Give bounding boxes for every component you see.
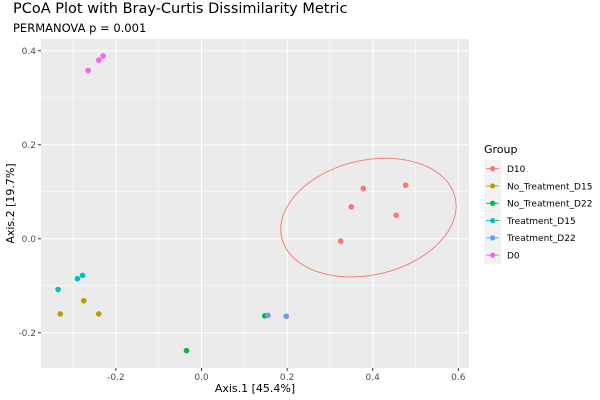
- legend-key-point-no-treatment-d22: [490, 200, 496, 206]
- legend-key-point-treatment-d22: [490, 235, 496, 241]
- data-point-treatment-d22: [265, 312, 271, 319]
- legend-key-point-no-treatment-d15: [490, 183, 496, 189]
- data-point-no-treatment-d15: [95, 311, 102, 317]
- data-point-d10: [348, 203, 355, 210]
- plot-panel: [41, 39, 469, 368]
- legend-label-d10: D10: [507, 165, 526, 175]
- y-tick-label: 0.0: [22, 235, 37, 245]
- y-tick-label: 0.4: [22, 47, 37, 57]
- data-point-treatment-d15: [74, 275, 81, 282]
- data-point-d10: [393, 212, 400, 219]
- legend-label-treatment-d15: Treatment_D15: [506, 217, 576, 227]
- data-point-d10: [360, 185, 367, 192]
- data-point-treatment-d15: [79, 272, 86, 279]
- legend-label-no-treatment-d22: No_Treatment_D22: [507, 200, 592, 210]
- legend-key-point-d10: [490, 166, 496, 172]
- chart-subtitle: PERMANOVA p = 0.001: [13, 21, 147, 35]
- legend-key-point-d0: [490, 252, 496, 258]
- chart-title: PCoA Plot with Bray-Curtis Dissimilarity…: [13, 1, 348, 17]
- data-point-d0: [95, 57, 102, 63]
- y-tick-label: 0.2: [22, 141, 36, 151]
- y-axis-title: Axis.2 [19.7%]: [4, 163, 17, 243]
- legend-label-no-treatment-d15: No_Treatment_D15: [507, 182, 592, 192]
- data-point-d10: [337, 238, 344, 244]
- legend-key-point-treatment-d15: [490, 217, 496, 224]
- x-tick-label: 0.6: [451, 373, 466, 383]
- x-tick-label: 0.2: [280, 373, 294, 383]
- y-tick-label: -0.2: [18, 329, 36, 339]
- data-point-no-treatment-d22: [183, 347, 190, 354]
- data-point-treatment-d15: [55, 286, 61, 293]
- legend-label-d0: D0: [507, 252, 520, 262]
- confidence-ellipse-d10: [280, 157, 457, 278]
- data-point-no-treatment-d15: [57, 311, 64, 317]
- legend-title: Group: [484, 143, 518, 156]
- data-point-no-treatment-d15: [81, 297, 87, 304]
- x-tick-label: -0.2: [107, 373, 125, 383]
- x-tick-label: 0.0: [194, 373, 209, 383]
- data-point-d10: [402, 182, 409, 188]
- data-point-treatment-d22: [283, 313, 290, 320]
- data-point-d0: [85, 67, 91, 74]
- x-axis-title: Axis.1 [45.4%]: [215, 382, 295, 395]
- x-tick-label: 0.4: [366, 373, 381, 383]
- legend-label-treatment-d22: Treatment_D22: [506, 234, 576, 244]
- data-point-d0: [100, 53, 106, 59]
